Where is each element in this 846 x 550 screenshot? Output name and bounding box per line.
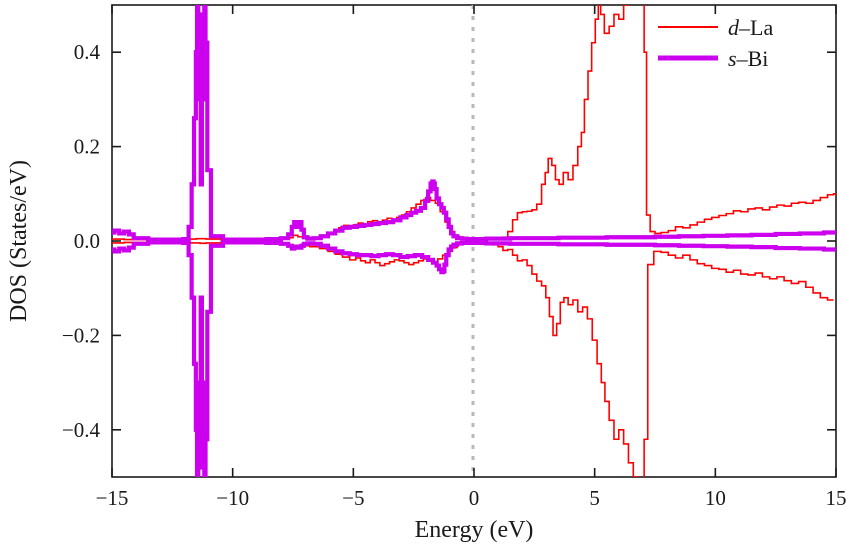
y-axis-title: DOS (States/eV) xyxy=(6,160,32,322)
x-tick-label: −5 xyxy=(342,486,364,510)
legend-label-d-la: d–La xyxy=(728,15,773,40)
curve-s-bi-up xyxy=(112,5,836,242)
data-curves xyxy=(112,5,836,477)
y-tick-label: −0.4 xyxy=(62,418,101,442)
x-tick-label: −15 xyxy=(96,486,129,510)
curve-d-la-down xyxy=(112,241,834,477)
y-tick-label: −0.2 xyxy=(62,323,100,347)
legend-label-s-bi: s–Bi xyxy=(728,46,768,71)
x-axis-title: Energy (eV) xyxy=(415,517,534,543)
curve-s-bi-down xyxy=(112,240,836,477)
y-tick-label: 0.0 xyxy=(74,229,100,253)
x-axis-tick-labels: −15 −10 −5 0 5 10 15 xyxy=(96,486,846,510)
y-tick-label: 0.2 xyxy=(74,135,100,159)
x-axis-ticks xyxy=(111,5,837,477)
x-tick-label: 10 xyxy=(705,486,726,510)
legend: d–La s–Bi xyxy=(658,15,773,71)
x-tick-label: 5 xyxy=(589,486,600,510)
x-tick-label: −10 xyxy=(216,486,249,510)
x-tick-label: 15 xyxy=(826,486,846,510)
x-tick-label: 0 xyxy=(469,486,480,510)
y-axis-ticks xyxy=(112,51,836,431)
y-tick-label: 0.4 xyxy=(74,40,101,64)
y-axis-tick-labels: 0.4 0.2 0.0 −0.2 −0.4 xyxy=(62,40,101,442)
